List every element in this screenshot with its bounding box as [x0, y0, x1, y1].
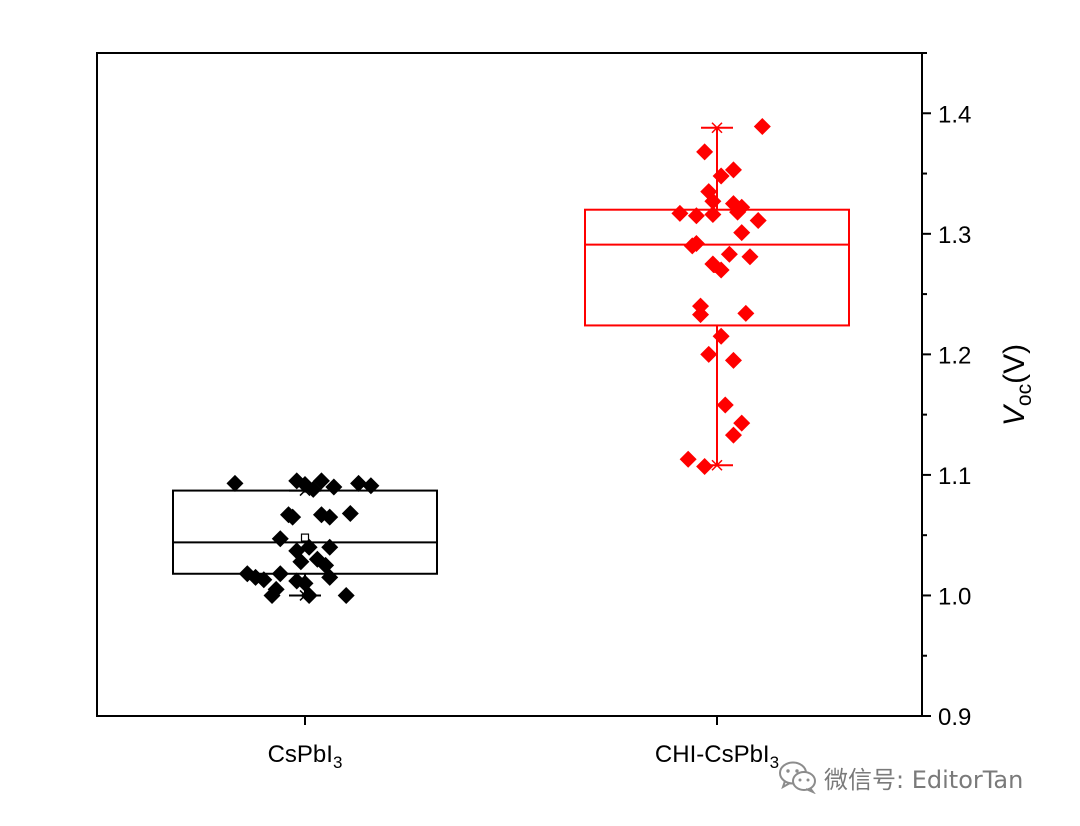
data-point — [704, 206, 722, 224]
data-point — [362, 477, 380, 495]
data-point — [696, 143, 714, 161]
data-point — [263, 586, 281, 604]
data-point — [284, 508, 302, 526]
data-point — [700, 345, 718, 363]
whisker-cross — [711, 122, 723, 134]
mean-marker — [300, 533, 310, 542]
y-axis-label: Voc(V) — [998, 344, 1036, 426]
data-point — [716, 396, 734, 414]
data-point — [321, 568, 339, 586]
data-point — [720, 245, 738, 263]
data-point — [679, 450, 697, 468]
data-point — [724, 351, 742, 369]
points-layer — [226, 118, 771, 604]
y-tick-label: 1.4 — [938, 101, 971, 128]
data-point — [271, 530, 289, 548]
y-tick-label: 1.0 — [938, 583, 971, 610]
watermark-text: 微信号: EditorTan — [824, 765, 1024, 794]
data-point — [733, 414, 751, 432]
box — [584, 208, 850, 327]
data-point — [325, 478, 343, 496]
data-point — [292, 553, 310, 571]
data-point — [737, 304, 755, 322]
data-point — [226, 474, 244, 492]
data-point — [337, 586, 355, 604]
data-point — [341, 504, 359, 522]
data-point — [321, 508, 339, 526]
data-point — [749, 212, 767, 230]
data-point — [255, 571, 273, 589]
y-axis: 0.9 1.0 1.1 1.2 1.3 1.4 — [922, 52, 971, 731]
y-tick-label: 0.9 — [938, 704, 971, 731]
data-point — [238, 565, 256, 583]
x-axis: CsPbI3 CHI-CsPbI3 — [268, 716, 779, 772]
data-point — [696, 457, 714, 475]
y-tick-label: 1.1 — [938, 463, 971, 490]
data-point — [733, 224, 751, 242]
data-point — [312, 472, 330, 490]
x-tick-label: CsPbI3 — [268, 741, 343, 772]
data-point — [321, 538, 339, 556]
data-point — [300, 538, 318, 556]
data-point — [729, 203, 747, 221]
data-point — [712, 261, 730, 279]
y-tick-label: 1.2 — [938, 342, 971, 369]
box-layer — [172, 122, 850, 601]
watermark: 微信号: EditorTan — [778, 757, 1023, 797]
data-point — [741, 248, 759, 266]
whisker-cross — [711, 459, 723, 471]
wechat-icon — [779, 761, 816, 794]
y-tick-label: 1.3 — [938, 222, 971, 249]
data-point — [350, 474, 368, 492]
data-point — [753, 118, 771, 136]
data-point — [704, 192, 722, 210]
data-point — [724, 161, 742, 179]
data-point — [687, 234, 705, 252]
data-point — [712, 167, 730, 185]
data-point — [724, 426, 742, 444]
x-tick-label: CHI-CsPbI3 — [655, 741, 779, 772]
data-point — [271, 565, 289, 583]
data-point — [692, 306, 710, 324]
plot-frame — [96, 52, 923, 717]
data-point — [671, 204, 689, 222]
data-point — [300, 586, 318, 604]
data-point — [687, 207, 705, 225]
data-point — [712, 327, 730, 345]
